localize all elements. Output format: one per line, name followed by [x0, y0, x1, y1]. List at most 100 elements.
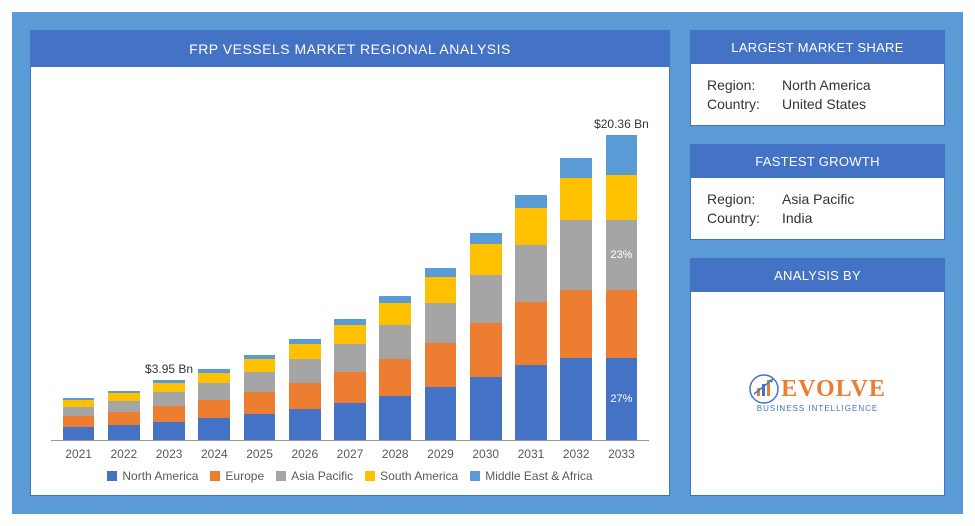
- x-tick-label: 2031: [508, 447, 553, 461]
- bar-segment: [470, 244, 502, 275]
- chart-title: FRP VESSELS MARKET REGIONAL ANALYSIS: [31, 31, 669, 67]
- bar-column: [327, 87, 372, 440]
- bar-segment: [470, 233, 502, 244]
- x-tick-label: 2021: [56, 447, 101, 461]
- bar-segment: [379, 396, 411, 440]
- bar-segment: [334, 344, 366, 372]
- bar-column: [101, 87, 146, 440]
- bar-segment: [379, 359, 411, 396]
- logo-chart-icon: [749, 374, 779, 404]
- bar-column: [508, 87, 553, 440]
- bar-segment: [379, 303, 411, 325]
- bar-stack: [470, 233, 502, 440]
- bar-segment: [515, 245, 547, 302]
- bar-segment: [289, 339, 321, 344]
- x-tick-label: 2027: [327, 447, 372, 461]
- bar-segment: [108, 401, 140, 413]
- bar-column: [463, 87, 508, 440]
- bar-segment: [198, 373, 230, 384]
- bar-segment: 27%: [606, 358, 638, 441]
- percent-label: 23%: [606, 249, 638, 261]
- bar-segment: [560, 220, 592, 290]
- x-tick-label: 2033: [599, 447, 644, 461]
- fastest-growth-card: FASTEST GROWTH Region: Asia Pacific Coun…: [690, 144, 945, 240]
- x-tick-label: 2026: [282, 447, 327, 461]
- bar-segment: [425, 303, 457, 344]
- bar-segment: [244, 359, 276, 372]
- bar-segment: [606, 290, 638, 357]
- bar-column: [418, 87, 463, 440]
- bar-segment: [63, 400, 95, 406]
- legend-item: North America: [107, 469, 198, 483]
- bar-segment: [244, 372, 276, 392]
- bar-segment: [425, 277, 457, 303]
- bar-segment: [63, 416, 95, 427]
- legend-item: Europe: [210, 469, 264, 483]
- bar-segment: [334, 403, 366, 440]
- bar-segment: [560, 358, 592, 441]
- bar-column: [554, 87, 599, 440]
- bar-segment: [198, 400, 230, 418]
- bar-stack: [560, 158, 592, 440]
- legend-swatch: [365, 471, 375, 481]
- bar-segment: [153, 422, 185, 440]
- legend-item: Middle East & Africa: [470, 469, 592, 483]
- bar-segment: [198, 383, 230, 400]
- bar-segment: [470, 377, 502, 440]
- legend-swatch: [107, 471, 117, 481]
- logo-subtext: BUSINESS INTELLIGENCE: [757, 404, 878, 413]
- bar-segment: [560, 178, 592, 221]
- chart-area: $3.95 Bn 27% 23% $20.36 Bn 2021202220232024…: [31, 67, 669, 495]
- legend-label: Middle East & Africa: [485, 469, 592, 483]
- bar-stack: [334, 319, 366, 440]
- bar-stack: [198, 369, 230, 440]
- chart-x-axis: 2021202220232024202520262027202820292030…: [51, 441, 649, 469]
- bar-segment: [379, 325, 411, 359]
- logo-text: EVOLVE: [781, 376, 886, 403]
- region-value: North America: [782, 77, 871, 93]
- legend-swatch: [470, 471, 480, 481]
- bar-segment: [470, 275, 502, 323]
- bar-column: [192, 87, 237, 440]
- x-tick-label: 2029: [418, 447, 463, 461]
- bar-segment: [198, 369, 230, 373]
- bar-segment: [108, 425, 140, 440]
- legend-label: North America: [122, 469, 198, 483]
- bar-column: [282, 87, 327, 440]
- x-tick-label: 2028: [373, 447, 418, 461]
- region-value: Asia Pacific: [782, 191, 854, 207]
- bar-segment: [153, 380, 185, 383]
- bar-stack: [289, 339, 321, 440]
- bar-segment: [515, 195, 547, 208]
- bar-segment: [198, 418, 230, 440]
- bar-stack: [425, 268, 457, 440]
- bar-stack: [244, 355, 276, 440]
- bar-column: [373, 87, 418, 440]
- legend-label: Europe: [225, 469, 264, 483]
- bar-segment: [63, 398, 95, 400]
- bar-stack: [515, 195, 547, 440]
- bar-segment: [108, 393, 140, 401]
- value-callout: $3.95 Bn: [145, 362, 193, 376]
- bar-segment: [63, 427, 95, 440]
- bar-segment: [244, 414, 276, 440]
- bar-segment: [334, 319, 366, 325]
- fastest-growth-body: Region: Asia Pacific Country: India: [691, 178, 944, 239]
- bar-column: 27%23%$20.36 Bn: [599, 87, 644, 440]
- chart-legend: North AmericaEuropeAsia PacificSouth Ame…: [51, 469, 649, 495]
- country-label: Country:: [707, 96, 782, 112]
- bar-segment: [63, 407, 95, 417]
- value-callout: $20.36 Bn: [594, 117, 649, 131]
- fastest-growth-title: FASTEST GROWTH: [691, 145, 944, 178]
- chart-panel: FRP VESSELS MARKET REGIONAL ANALYSIS $3.…: [30, 30, 670, 496]
- bar-segment: [515, 365, 547, 440]
- analysis-by-title: ANALYSIS BY: [691, 259, 944, 292]
- bar-segment: [334, 372, 366, 403]
- bar-segment: [379, 296, 411, 303]
- bar-segment: [289, 409, 321, 440]
- bar-stack: $3.95 Bn: [153, 380, 185, 440]
- largest-share-body: Region: North America Country: United St…: [691, 64, 944, 125]
- bar-segment: [108, 412, 140, 425]
- bar-segment: [244, 355, 276, 359]
- legend-item: South America: [365, 469, 458, 483]
